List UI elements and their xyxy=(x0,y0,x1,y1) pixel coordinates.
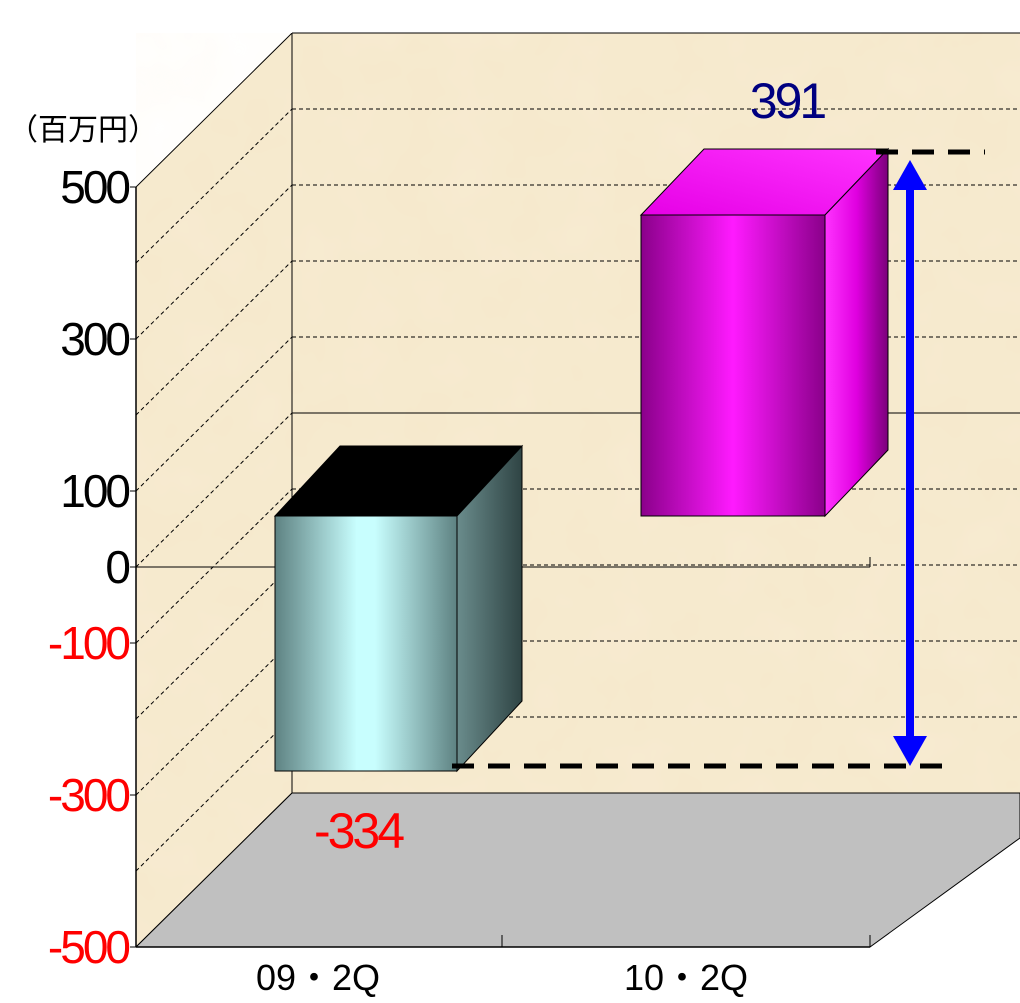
y-tick-label: 500 xyxy=(60,161,129,213)
bar-front-face xyxy=(641,215,825,516)
unit-label: （百万円） xyxy=(8,114,158,147)
y-tick-label: -300 xyxy=(48,769,129,821)
y-tick-label: -500 xyxy=(48,921,129,973)
y-tick-label: -100 xyxy=(48,617,129,669)
side-wall xyxy=(136,33,292,947)
y-tick-label: 100 xyxy=(60,465,129,517)
data-label: 391 xyxy=(750,73,826,129)
y-tick-label: 300 xyxy=(60,313,129,365)
x-tick-label: 10・2Q xyxy=(624,957,748,998)
x-tick-label: 09・2Q xyxy=(256,957,380,998)
y-tick-label: 0 xyxy=(105,541,129,593)
data-label: -334 xyxy=(314,803,404,859)
bar-front-face xyxy=(275,516,457,771)
floor xyxy=(136,793,1020,947)
